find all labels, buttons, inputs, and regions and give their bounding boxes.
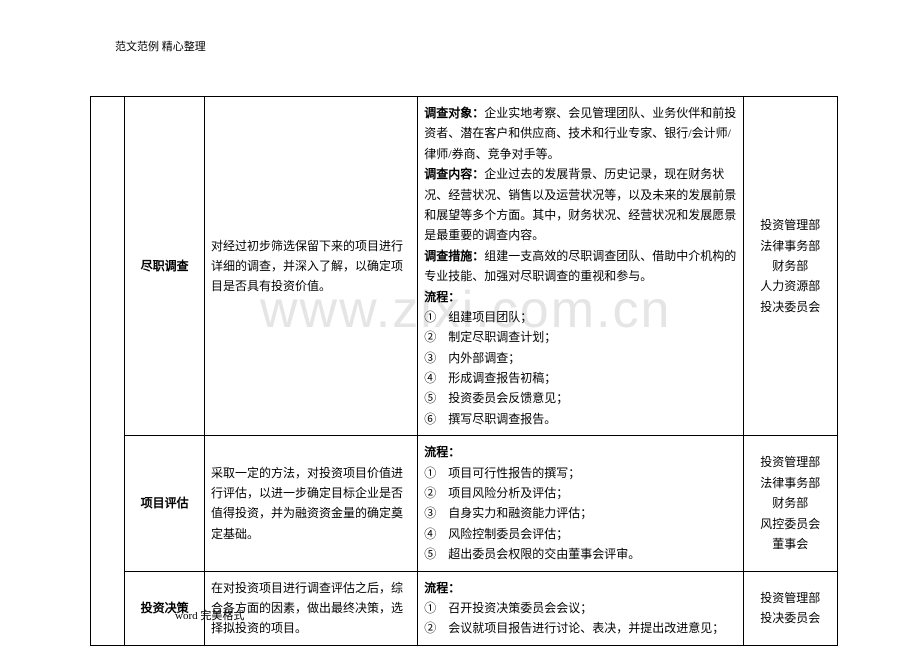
row-desc: 采取一定的方法，对投资项目价值进行评估，以进一步确定目标企业是否值得投资，并为融…	[204, 436, 417, 571]
process-table: 尽职调查 对经过初步筛选保留下来的项目进行详细的调查，并深入了解，以确定项目是否…	[90, 96, 838, 646]
row-detail: 调查对象：企业实地考察、会见管理团队、业务伙伴和前投资者、潜在客户和供应商、技术…	[418, 97, 743, 436]
table-row: 尽职调查 对经过初步筛选保留下来的项目进行详细的调查，并深入了解，以确定项目是否…	[91, 97, 838, 436]
row-desc: 对经过初步筛选保留下来的项目进行详细的调查，并深入了解，以确定项目是否具有投资价…	[204, 97, 417, 436]
table-row: 投资决策 在对投资项目进行调查评估之后，综合各方面的因素，做出最终决策，选择拟投…	[91, 571, 838, 645]
row-dept: 投资管理部投决委员会	[743, 571, 837, 645]
row-dept: 投资管理部法律事务部财务部人力资源部投决委员会	[743, 97, 837, 436]
table-row: 项目评估 采取一定的方法，对投资项目价值进行评估，以进一步确定目标企业是否值得投…	[91, 436, 838, 571]
row-name: 项目评估	[125, 436, 205, 571]
row-name: 投资决策	[125, 571, 205, 645]
row-desc: 在对投资项目进行调查评估之后，综合各方面的因素，做出最终决策，选择拟投资的项目。	[204, 571, 417, 645]
row-name: 尽职调查	[125, 97, 205, 436]
empty-cell	[91, 97, 125, 646]
page-header: 范文范例 精心整理	[115, 38, 206, 54]
row-detail: 流程：① 召开投资决策委员会会议；② 会议就项目报告进行讨论、表决，并提出改进意…	[418, 571, 743, 645]
row-dept: 投资管理部法律事务部财务部风控委员会董事会	[743, 436, 837, 571]
row-detail: 流程：① 项目可行性报告的撰写；② 项目风险分析及评估；③ 自身实力和融资能力评…	[418, 436, 743, 571]
